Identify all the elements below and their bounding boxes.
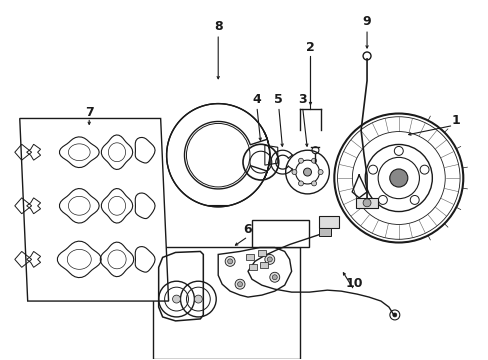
Text: 1: 1 (451, 114, 460, 127)
Text: 6: 6 (243, 223, 252, 236)
Circle shape (389, 169, 407, 187)
Text: 3: 3 (298, 93, 306, 106)
Circle shape (303, 168, 311, 176)
Polygon shape (20, 118, 168, 301)
Circle shape (237, 282, 242, 287)
Bar (319, 216, 339, 228)
Text: 2: 2 (305, 41, 314, 54)
Text: 10: 10 (345, 277, 362, 290)
Circle shape (264, 255, 274, 264)
Circle shape (272, 275, 277, 280)
Circle shape (291, 170, 296, 175)
Bar (319, 228, 331, 235)
Bar (259, 262, 267, 268)
Circle shape (378, 195, 386, 204)
Circle shape (194, 295, 202, 303)
Circle shape (362, 199, 370, 207)
Circle shape (267, 257, 272, 262)
Circle shape (311, 181, 316, 186)
Circle shape (298, 181, 303, 186)
Circle shape (224, 256, 235, 266)
Text: 7: 7 (84, 106, 93, 119)
Polygon shape (355, 198, 377, 208)
Circle shape (235, 279, 244, 289)
Circle shape (298, 158, 303, 163)
Circle shape (318, 170, 323, 175)
Text: 9: 9 (362, 15, 370, 28)
Bar (257, 251, 265, 256)
Circle shape (392, 313, 396, 317)
Circle shape (227, 259, 232, 264)
Text: 5: 5 (274, 93, 283, 106)
Circle shape (172, 295, 180, 303)
Circle shape (393, 147, 403, 156)
Circle shape (419, 165, 428, 174)
Circle shape (269, 272, 279, 282)
Text: 8: 8 (213, 20, 222, 33)
Bar (248, 264, 256, 270)
Text: 4: 4 (252, 93, 261, 106)
Bar (245, 255, 253, 260)
Circle shape (311, 158, 316, 163)
Polygon shape (251, 220, 309, 247)
Bar (152, 247, 299, 359)
Circle shape (409, 195, 418, 204)
Circle shape (368, 165, 377, 174)
